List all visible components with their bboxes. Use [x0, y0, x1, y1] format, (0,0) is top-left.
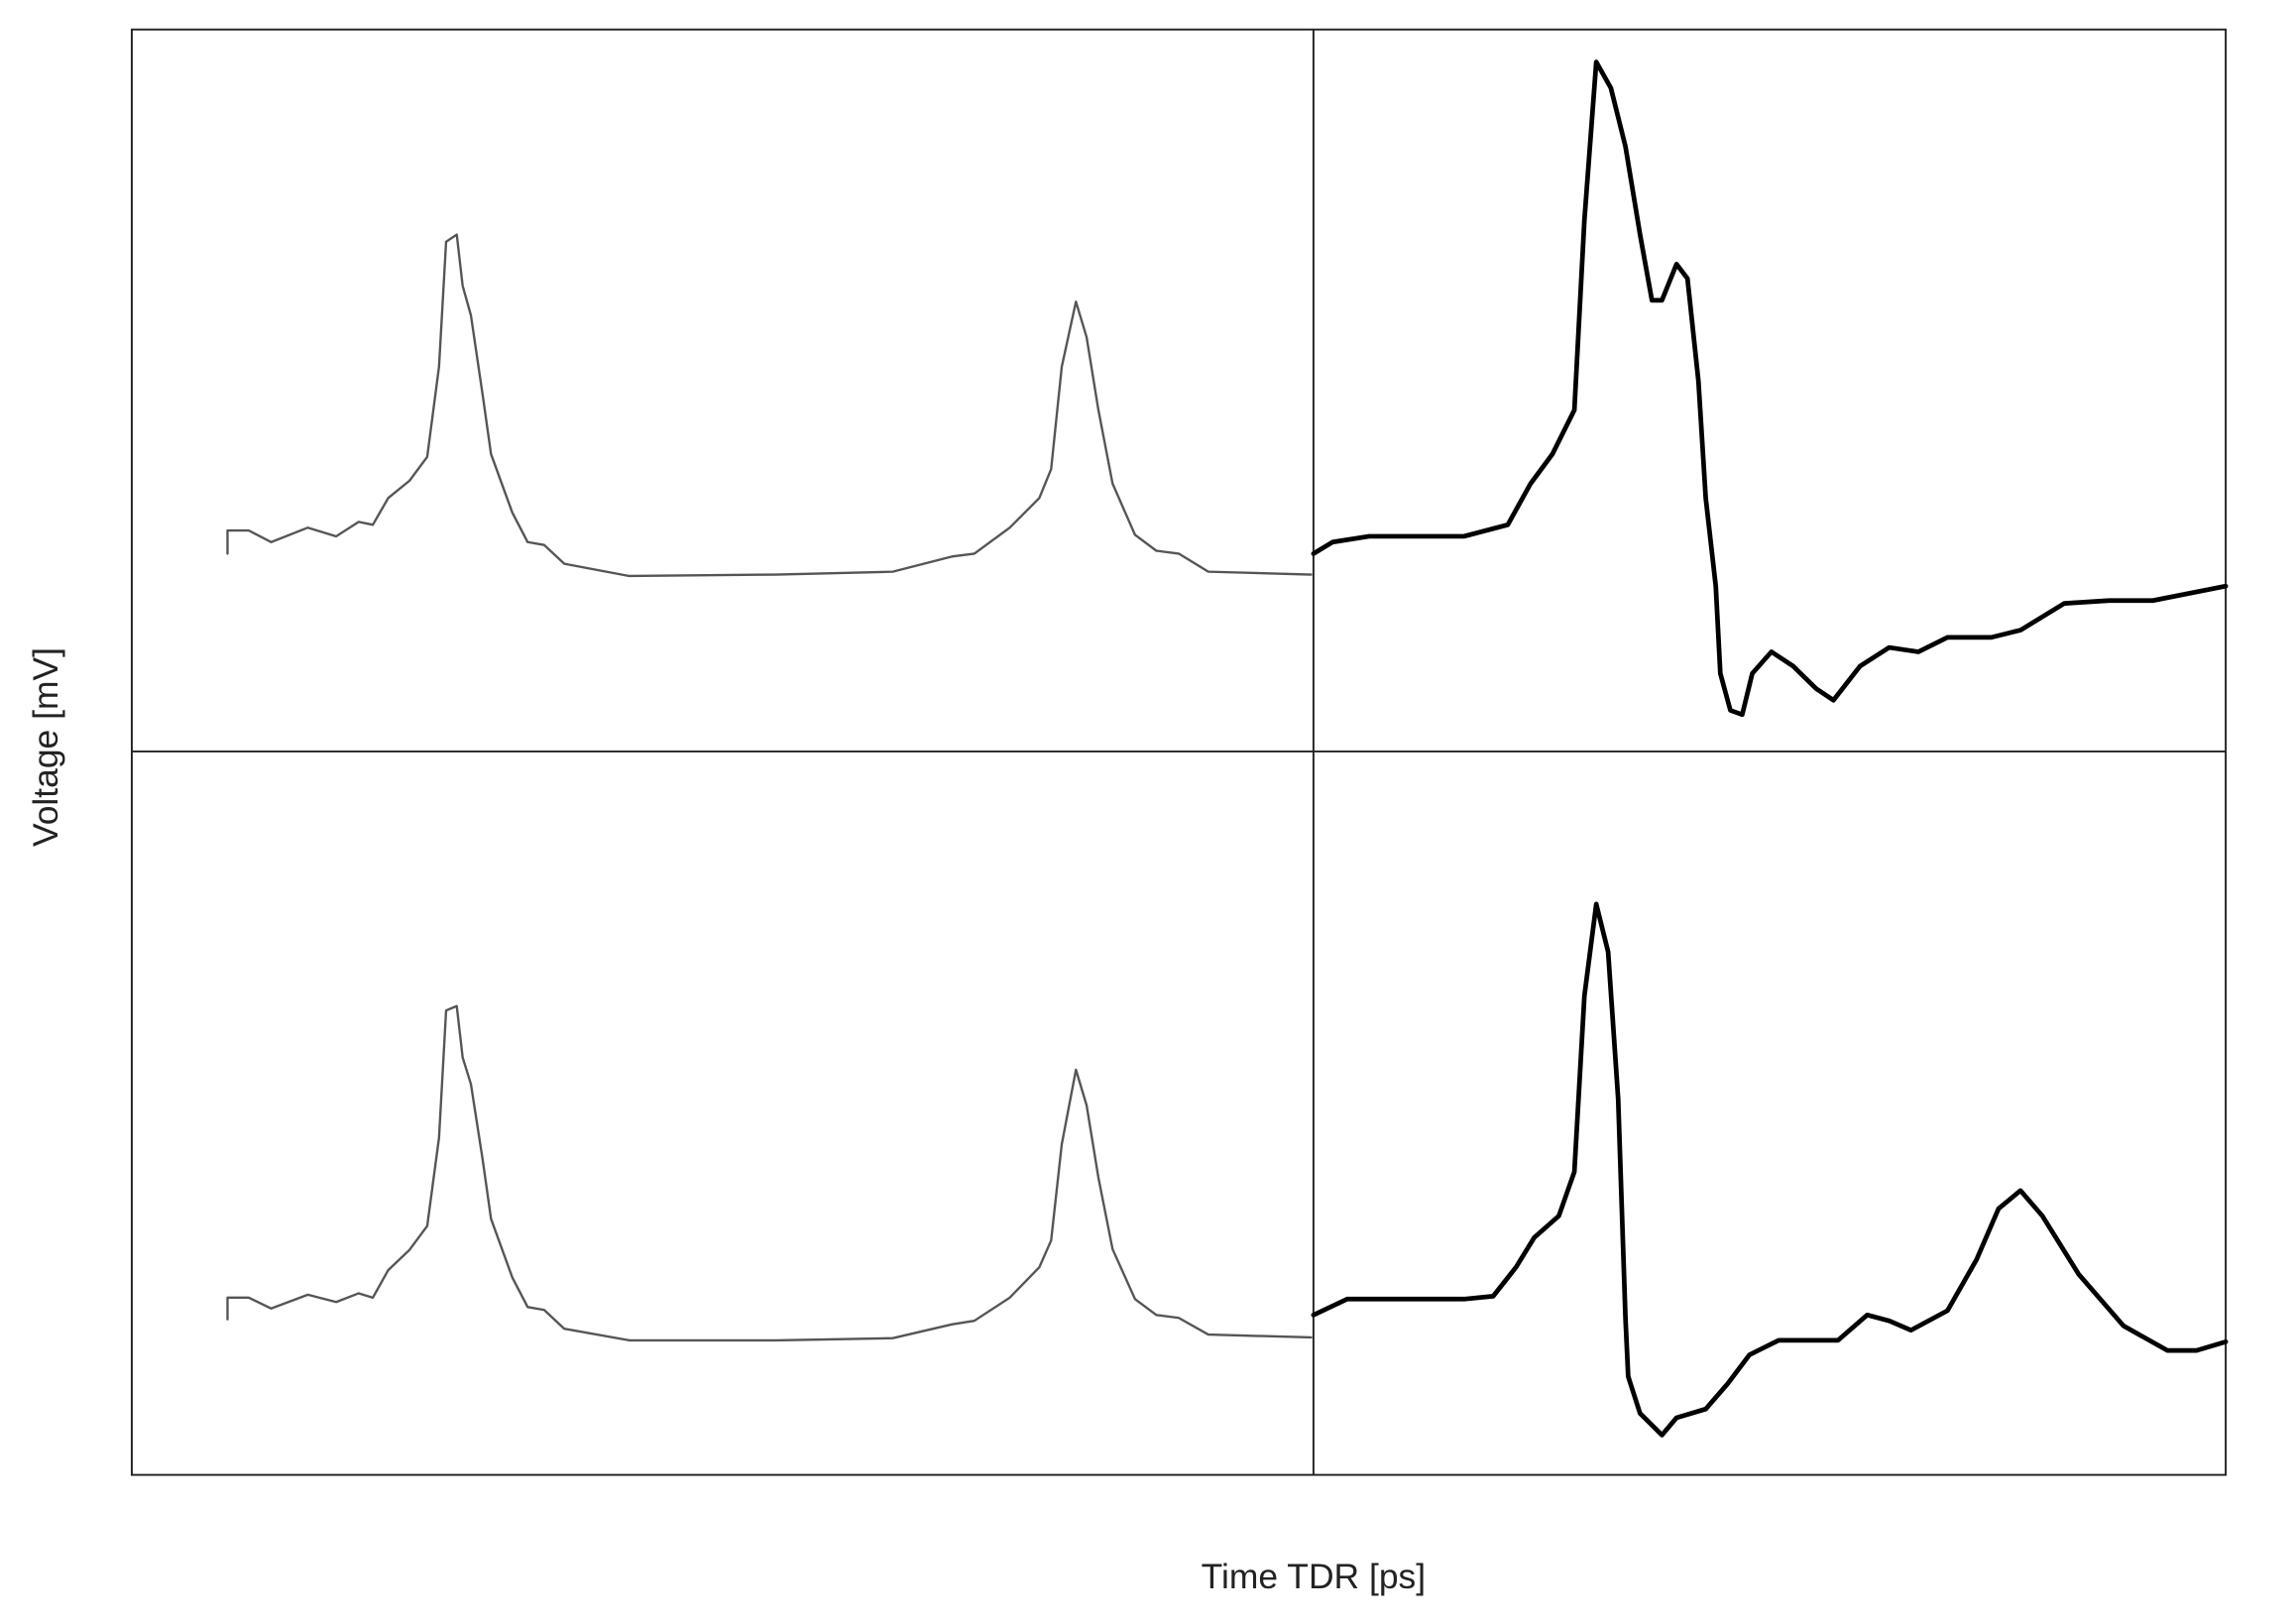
waveform	[1311, 59, 2229, 718]
y-axis-label: Voltage [mV]	[26, 647, 65, 847]
waveform	[226, 1004, 1313, 1342]
x-axis-label: Time TDR [ps]	[1202, 1557, 1426, 1596]
waveform	[226, 233, 1313, 578]
waveform	[1311, 901, 2229, 1438]
